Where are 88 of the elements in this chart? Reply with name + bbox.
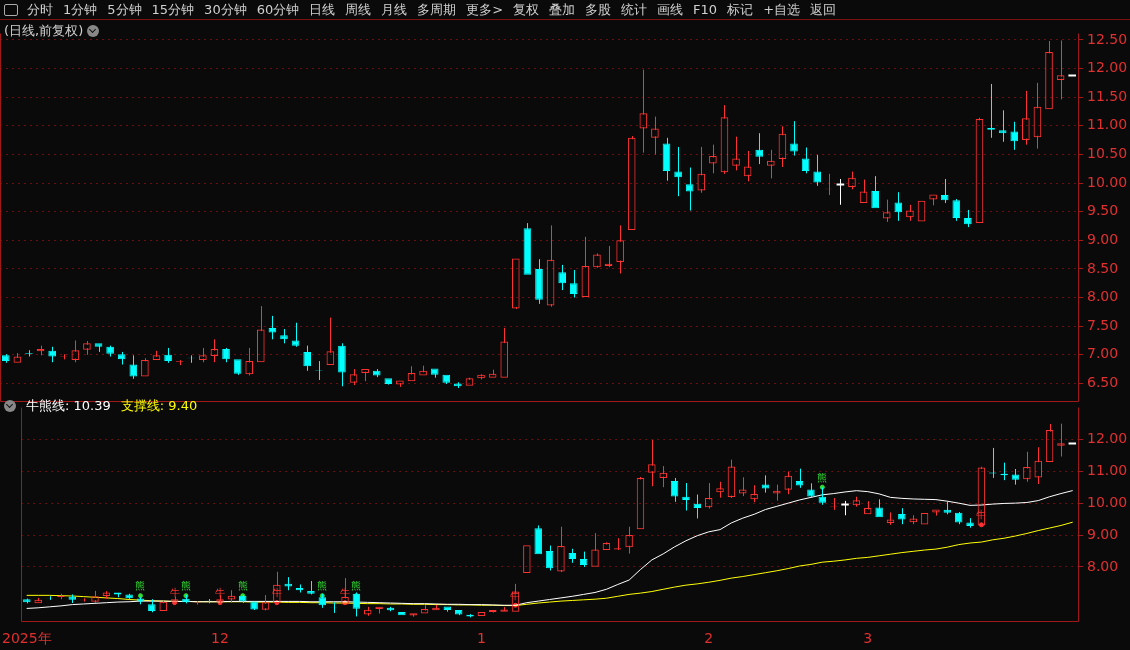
text: 周线: [345, 0, 372, 19]
candlestick: [280, 328, 288, 344]
x-tick-label: 2025年: [2, 630, 52, 647]
data-label: 熊: [135, 580, 146, 592]
text: +自选: [763, 0, 801, 19]
candlestick: [117, 351, 126, 366]
x-tick-label: 3: [863, 630, 873, 647]
candlestick: [106, 345, 114, 358]
y-tick-label: 9.50: [1087, 202, 1119, 219]
y-tick-label: 11.00: [1087, 116, 1128, 133]
text: 叠加: [549, 0, 576, 19]
text: 多周期: [417, 0, 457, 19]
candlestick: [454, 381, 462, 389]
text: 分时: [27, 0, 53, 19]
candlestick: [1067, 74, 1078, 77]
y-tick-label: 8.50: [1087, 259, 1119, 276]
y-tick-label: 7.00: [1087, 345, 1119, 362]
text: 5分钟: [107, 0, 142, 19]
candlestick: [291, 322, 300, 348]
candlestick: [384, 378, 393, 386]
candlestick: [795, 468, 804, 489]
candlestick: [807, 482, 815, 499]
data-label: 牛: [169, 587, 180, 599]
text: F10: [693, 2, 718, 17]
text: 60分钟: [256, 0, 300, 19]
text: 支撑线: 9.40: [120, 397, 198, 415]
candlestick: [755, 132, 764, 165]
candlestick: [430, 368, 439, 379]
y-tick-label: 11.50: [1087, 87, 1128, 104]
y-tick-label: 10.00: [1087, 493, 1128, 510]
x-tick-label: 2: [704, 630, 714, 647]
candlestick: [835, 178, 846, 206]
y-tick-label: 8.00: [1087, 557, 1119, 574]
candlestick: [164, 347, 172, 364]
text: 牛熊线: 10.39: [26, 397, 111, 415]
candlestick: [250, 601, 258, 611]
data-label: 牛: [215, 587, 226, 599]
candlestick: [535, 258, 543, 305]
y-tick-label: 6.50: [1087, 374, 1119, 391]
candlestick: [1011, 468, 1020, 486]
y-tick-label: 9.00: [1087, 525, 1119, 542]
y-tick-label: 12.00: [1087, 429, 1128, 446]
data-label: 熊: [317, 580, 328, 592]
text: 15分钟: [151, 0, 195, 19]
candlestick: [964, 209, 972, 228]
candlestick: [125, 593, 133, 601]
text: 1分钟: [63, 0, 98, 19]
text: 月线: [381, 0, 408, 19]
candlestick: [94, 343, 103, 353]
candlestick: [898, 507, 906, 525]
data-label: 熊: [237, 580, 248, 592]
candlestick: [875, 498, 883, 518]
candlestick: [442, 374, 451, 385]
y-tick-label: 11.00: [1087, 461, 1128, 478]
data-label: 熊: [180, 580, 191, 592]
chart-title: (日线,前复权): [4, 22, 84, 40]
candlestick: [338, 342, 346, 387]
text: 更多>: [466, 0, 504, 19]
candlestick: [790, 120, 798, 157]
candlestick: [233, 359, 242, 376]
text: 返回: [810, 0, 837, 19]
candlestick: [685, 167, 694, 211]
x-tick-label: 12: [211, 630, 229, 647]
text: 统计: [621, 0, 648, 19]
candlestick: [48, 346, 56, 363]
text: 标记: [727, 0, 754, 19]
candlestick: [954, 511, 963, 525]
candlestick: [307, 580, 315, 595]
candlestick: [303, 345, 311, 372]
data-label: 熊: [351, 580, 362, 592]
y-tick-label: 10.00: [1087, 173, 1128, 190]
candlestick: [940, 178, 949, 204]
y-tick-label: 10.50: [1087, 145, 1128, 162]
y-tick-label: 8.00: [1087, 288, 1119, 305]
text: 日线: [309, 0, 336, 19]
text: 30分钟: [204, 0, 247, 19]
y-tick-label: 12.50: [1087, 30, 1128, 47]
text: 复权: [513, 0, 540, 19]
text: 多股: [585, 0, 612, 19]
candlestick: [871, 175, 879, 209]
candlestick: [952, 198, 961, 222]
y-tick-label: 12.00: [1087, 59, 1128, 76]
y-tick-label: 7.50: [1087, 316, 1119, 333]
y-tick-label: 9.00: [1087, 230, 1119, 247]
data-label: 熊: [817, 471, 828, 483]
candlestick: [534, 524, 542, 555]
text: 画线: [657, 0, 684, 19]
x-tick-label: 1: [476, 630, 486, 647]
